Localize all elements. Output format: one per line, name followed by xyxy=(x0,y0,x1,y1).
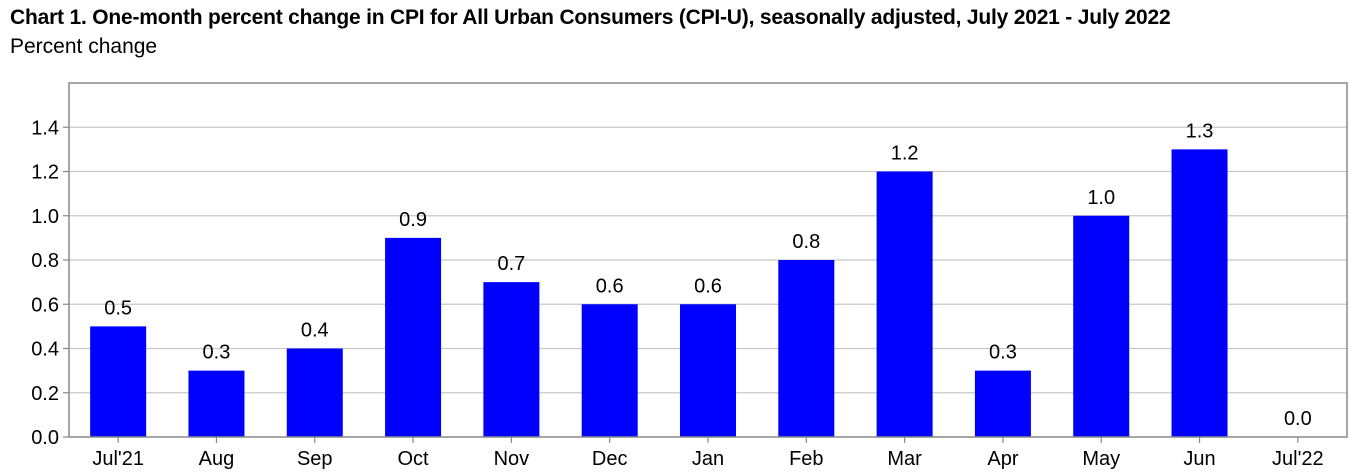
bar xyxy=(188,370,245,437)
bar-value-label: 0.0 xyxy=(1284,408,1312,430)
bar-value-label: 0.9 xyxy=(399,209,427,231)
y-axis: 0.0 0.2 0.4 0.6 0.8 1.0 1.2 1.4 xyxy=(31,117,69,449)
x-tick-label: Jul'21 xyxy=(92,448,144,470)
bar xyxy=(483,282,540,437)
x-tick-label: Feb xyxy=(789,448,823,470)
x-tick-label: Jun xyxy=(1183,448,1215,470)
chart-subtitle: Percent change xyxy=(10,35,158,58)
bar-value-label: 0.6 xyxy=(694,275,722,297)
bar xyxy=(385,237,442,437)
bar xyxy=(1073,215,1130,437)
y-tick-label: 0.8 xyxy=(31,250,59,272)
bar-value-label: 1.2 xyxy=(891,143,919,165)
bar-value-label: 0.3 xyxy=(203,342,231,364)
y-tick-label: 1.2 xyxy=(31,162,59,184)
bar xyxy=(286,348,343,437)
bar-value-label: 0.8 xyxy=(792,231,820,253)
x-tick-label: Jul'22 xyxy=(1272,448,1324,470)
x-tick-label: Sep xyxy=(297,448,333,470)
x-tick-label: Apr xyxy=(987,448,1018,470)
y-tick-label: 0.4 xyxy=(31,339,59,361)
bar-value-label: 0.4 xyxy=(301,320,329,342)
bar-value-label: 0.7 xyxy=(497,253,525,275)
bar xyxy=(680,304,736,437)
x-tick-label: Aug xyxy=(199,448,235,470)
x-tick-label: May xyxy=(1082,448,1120,470)
y-tick-label: 1.0 xyxy=(31,206,59,228)
y-tick-label: 0.2 xyxy=(31,383,59,405)
y-tick-label: 1.4 xyxy=(31,117,59,139)
bar-value-label: 1.3 xyxy=(1186,120,1214,142)
gridlines xyxy=(69,126,1347,394)
x-tick-label: Jan xyxy=(692,448,724,470)
x-tick-label: Oct xyxy=(398,448,430,470)
bar xyxy=(778,260,835,437)
chart-title: Chart 1. One-month percent change in CPI… xyxy=(10,6,1171,29)
bar xyxy=(876,171,933,437)
bar xyxy=(90,326,147,437)
bar xyxy=(581,304,638,437)
x-axis: Jul'21 Aug Sep Oct Nov Dec Jan Feb Mar Apr May Jun J… xyxy=(92,437,1324,470)
y-tick-label: 0.0 xyxy=(31,427,59,449)
bars xyxy=(90,149,1228,437)
bar-value-label: 0.6 xyxy=(596,275,624,297)
bar xyxy=(1171,149,1228,437)
bar-value-label: 0.3 xyxy=(989,342,1017,364)
x-tick-label: Dec xyxy=(592,448,628,470)
bar-value-label: 1.0 xyxy=(1087,187,1115,209)
bar-value-label: 0.5 xyxy=(104,297,132,319)
x-tick-label: Nov xyxy=(494,448,530,470)
y-tick-label: 0.6 xyxy=(31,294,59,316)
value-labels: 0.5 0.3 0.4 0.9 0.7 0.6 0.6 0.8 1.2 0.3 1.0 1.3 0.0 xyxy=(104,120,1312,430)
bar xyxy=(974,370,1031,437)
x-tick-label: Mar xyxy=(887,448,922,470)
plot-frame xyxy=(68,82,1348,438)
